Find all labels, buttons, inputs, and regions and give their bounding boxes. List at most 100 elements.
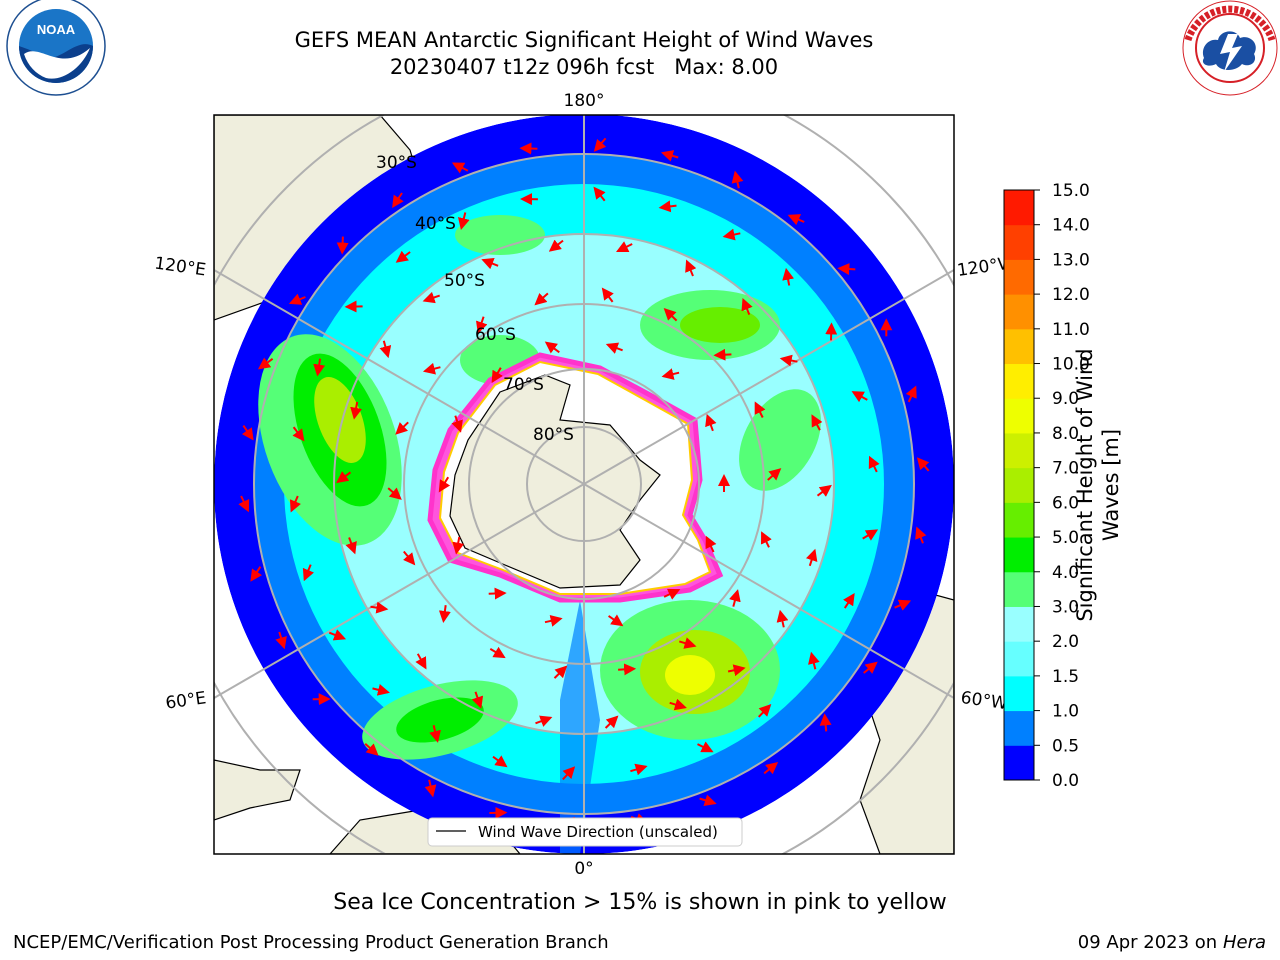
colorbar-bin	[1004, 328, 1034, 365]
wave-arrow	[761, 531, 772, 548]
colorbar-bin	[1004, 259, 1034, 295]
colorbar-bin	[1004, 606, 1034, 642]
wave-arrow	[422, 362, 441, 375]
colorbar-tick-label: 8.0	[1052, 424, 1079, 444]
chart-subtitle: 20230407 t12z 096h fcst Max: 8.00	[389, 55, 779, 79]
map-legend: Wind Wave Direction (unscaled)	[427, 817, 743, 847]
colorbar-bin	[1004, 363, 1034, 399]
wave-arrow	[669, 698, 687, 711]
wave-arrow	[776, 609, 789, 628]
wave-arrow	[350, 401, 363, 420]
colorbar-tick-label: 9.0	[1052, 389, 1079, 409]
lon-label-60w: 60°W	[959, 688, 1008, 714]
wave-arrow	[488, 587, 507, 600]
colorbar-tick-label: 3.0	[1052, 597, 1079, 617]
wave-arrow	[492, 755, 508, 768]
colorbar-bin	[1004, 190, 1034, 226]
wave-arrow	[336, 471, 352, 484]
lat-label-40s: 40°S	[415, 214, 456, 234]
wave-arrow	[851, 391, 868, 403]
colorbar-bin	[1004, 675, 1034, 712]
colorbar-bin	[1004, 294, 1034, 330]
wave-arrow	[562, 766, 576, 781]
wave-arrow	[257, 357, 274, 370]
wave-arrow	[837, 263, 856, 276]
lat-label-60s: 60°S	[475, 325, 516, 345]
colorbar-tick-label: 13.0	[1052, 250, 1090, 270]
nws-logo	[1182, 0, 1278, 96]
colorbar-tick-label: 12.0	[1052, 285, 1090, 305]
wave-arrow	[763, 762, 779, 775]
colorbar-bin	[1004, 571, 1034, 607]
colorbar-tick-label: 7.0	[1052, 459, 1079, 479]
wave-arrow	[250, 566, 263, 582]
wave-arrow	[415, 653, 427, 670]
wave-arrow	[608, 614, 624, 627]
wave-arrow	[402, 550, 416, 566]
wave-arrow	[364, 743, 379, 756]
colorbar-bin	[1004, 432, 1034, 469]
wave-arrow	[805, 548, 818, 567]
wave-arrow	[697, 741, 714, 753]
wave-arrow	[757, 703, 772, 718]
colorbar-tick-label: 6.0	[1052, 493, 1079, 513]
wave-arrow	[534, 292, 549, 306]
wave-arrow	[722, 228, 741, 241]
wave-arrow	[544, 341, 560, 354]
wave-arrow	[862, 529, 879, 541]
map-panel: 30°S 40°S 50°S 60°S 70°S 80°S Wind Wave …	[214, 115, 954, 854]
wave-arrow	[601, 287, 614, 303]
wave-arrow	[345, 537, 357, 555]
chart-title: GEFS MEAN Antarctic Significant Height o…	[294, 28, 874, 52]
lon-label-0: 0°	[574, 859, 593, 879]
wave-arrow	[481, 258, 499, 270]
wave-arrow	[489, 646, 506, 659]
wave-arrow	[767, 468, 782, 481]
wave-arrow	[705, 413, 717, 432]
wave-arrow	[379, 340, 392, 359]
wave-arrow	[438, 605, 451, 623]
wave-arrow	[288, 293, 306, 305]
colorbar-tick-label: 1.0	[1052, 702, 1079, 722]
wave-arrow	[727, 664, 746, 677]
wave-arrow	[241, 425, 254, 441]
wave-arrow	[754, 401, 766, 418]
colorbar-bin	[1004, 537, 1034, 573]
sea-ice-caption: Sea Ice Concentration > 15% is shown in …	[333, 890, 947, 915]
wave-arrow	[630, 763, 648, 776]
wave-arrow	[491, 367, 503, 384]
lat-label-80s: 80°S	[533, 425, 574, 445]
wave-arrow	[535, 715, 553, 727]
wave-arrow	[894, 599, 912, 611]
colorbar-bin	[1004, 467, 1034, 503]
wave-arrow	[429, 725, 441, 743]
wave-arrow	[808, 651, 820, 670]
footer-host: Hera	[1222, 932, 1266, 953]
wave-arrow	[424, 779, 437, 798]
wave-arrow	[705, 535, 717, 553]
wave-arrow	[905, 385, 917, 403]
wave-arrow	[392, 192, 404, 208]
footer-branch: NCEP/EMC/Verification Post Processing Pr…	[13, 932, 609, 953]
wave-arrow	[275, 631, 287, 650]
footer-date: 09 Apr 2023 on Hera	[1078, 932, 1266, 953]
wave-arrow	[395, 421, 409, 435]
colorbar-frame	[1003, 189, 1035, 781]
colorbar-tick-label: 10.0	[1052, 355, 1090, 375]
colorbar-tick-label: 0.5	[1052, 736, 1079, 756]
colorbar: 0.0 0.5 1.0 1.5 2.0 3.0 4.0 5.0 6.0 7.0 8.0 9.0 10.0…	[1003, 181, 1090, 791]
wave-arrow	[661, 368, 680, 380]
colorbar-bin	[1004, 398, 1034, 434]
wave-arrow	[336, 236, 349, 255]
wave-arrow	[685, 259, 697, 277]
wave-arrow	[553, 665, 568, 679]
wave-arrow	[438, 476, 451, 493]
madagascar-land	[214, 759, 301, 821]
wave-arrow	[458, 212, 470, 231]
colorbar-tick-label: 15.0	[1052, 181, 1090, 201]
wave-arrow	[916, 457, 930, 472]
wave-arrow	[395, 250, 411, 263]
lat-label-30s: 30°S	[376, 153, 417, 173]
noaa-logo-text: NOAA	[37, 22, 76, 37]
